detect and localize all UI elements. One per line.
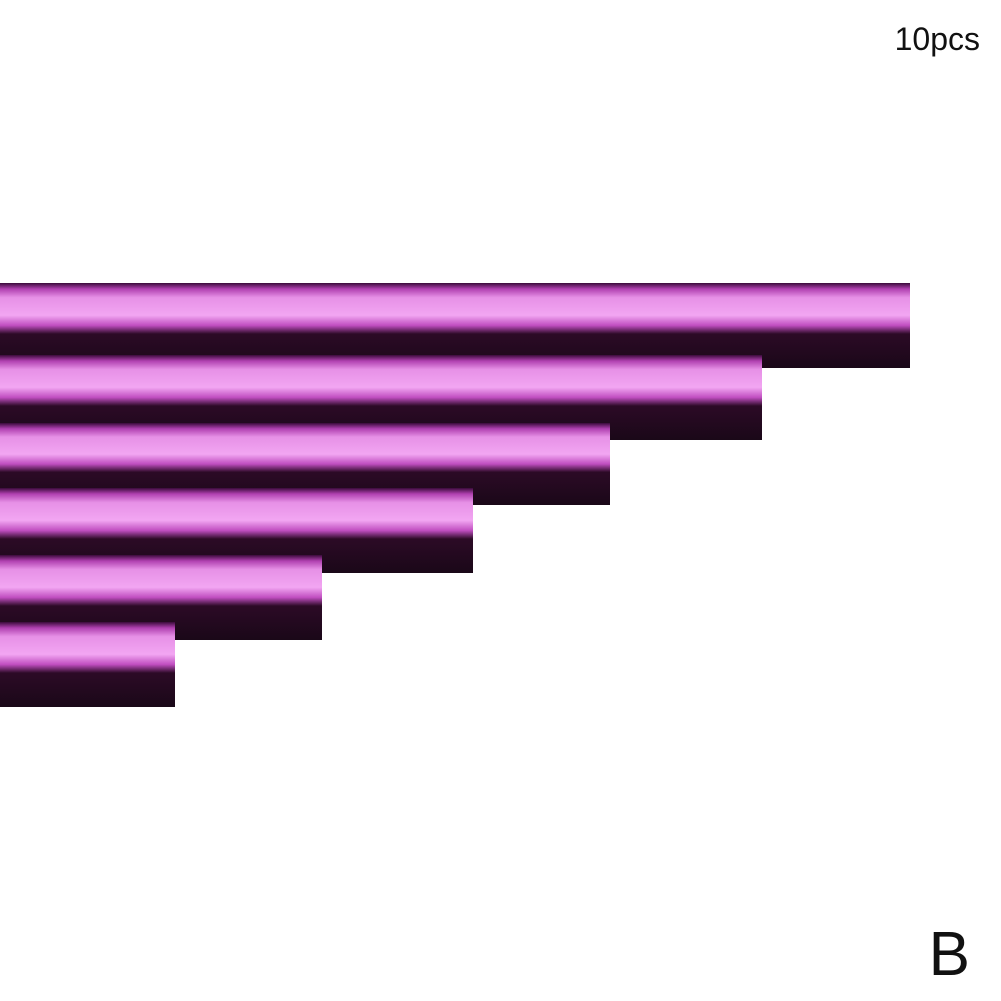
strip	[0, 283, 910, 368]
strip	[0, 622, 175, 707]
variant-label: B	[929, 920, 970, 989]
quantity-label: 10pcs	[895, 21, 980, 57]
strips	[0, 283, 910, 707]
